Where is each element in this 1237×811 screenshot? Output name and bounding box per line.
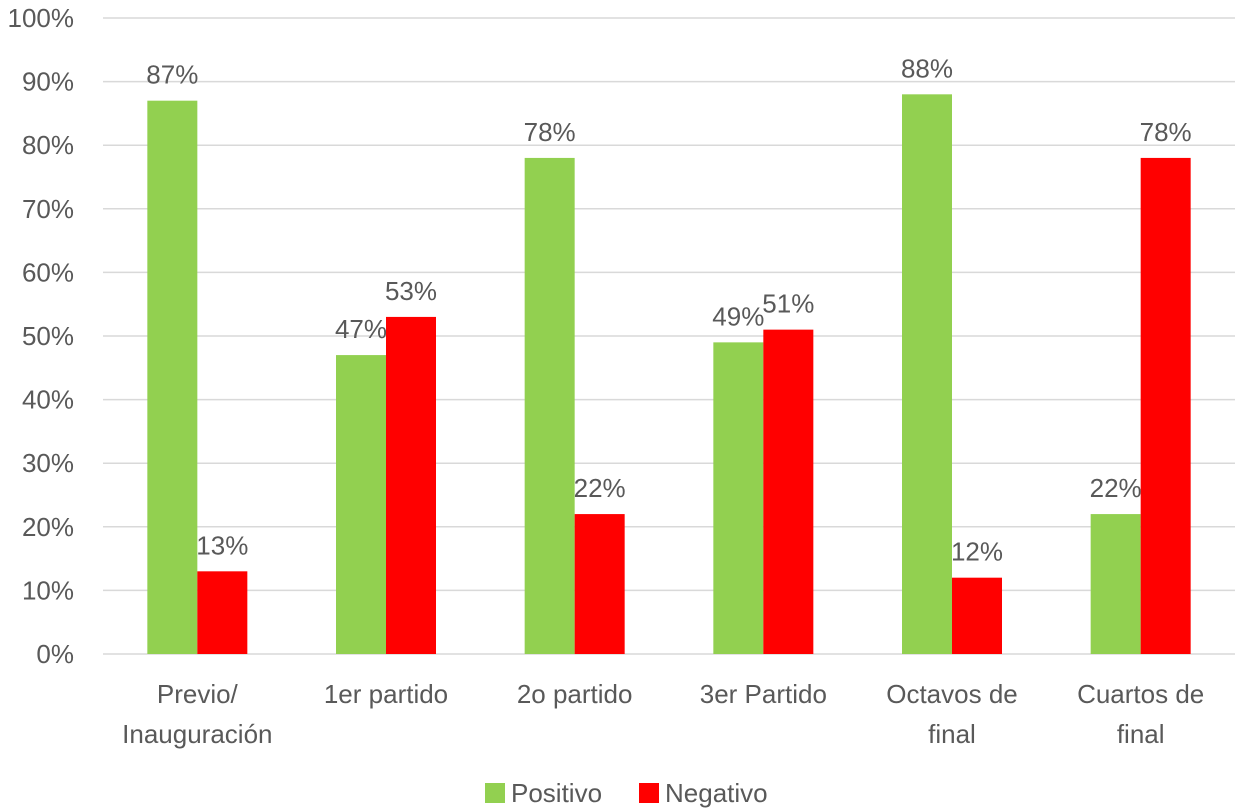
bar-positivo (902, 94, 952, 654)
x-category-label: final (1117, 719, 1165, 749)
data-label-negativo: 13% (196, 530, 248, 560)
y-tick-label: 30% (22, 448, 74, 478)
y-tick-label: 20% (22, 512, 74, 542)
bar-negativo (197, 571, 248, 654)
legend-label-positivo: Positivo (511, 778, 602, 808)
data-label-positivo: 88% (901, 53, 953, 83)
bar-positivo (1090, 514, 1141, 654)
bar-negativo (386, 316, 436, 654)
data-label-negativo: 78% (1140, 117, 1192, 147)
x-category-label: 3er Partido (700, 679, 827, 709)
x-category-label: 1er partido (324, 679, 448, 709)
data-label-positivo: 78% (524, 117, 576, 147)
y-tick-label: 40% (22, 385, 74, 415)
bars (147, 94, 1191, 655)
legend: Positivo Negativo (485, 778, 768, 808)
data-label-negativo: 12% (951, 537, 1003, 567)
data-label-negativo: 22% (574, 473, 626, 503)
data-label-positivo: 87% (146, 60, 198, 90)
legend-label-negativo: Negativo (665, 778, 768, 808)
bar-negativo (574, 514, 625, 654)
data-label-positivo: 47% (335, 314, 387, 344)
bar-negativo (952, 577, 1002, 654)
y-tick-label: 90% (22, 67, 74, 97)
y-tick-label: 0% (36, 639, 74, 669)
x-category-label: Previo/ (157, 679, 239, 709)
bar-positivo (336, 355, 386, 654)
data-label-positivo: 49% (712, 301, 764, 331)
y-tick-label: 60% (22, 257, 74, 287)
x-category-label: Octavos de (886, 679, 1018, 709)
y-tick-label: 10% (22, 575, 74, 605)
y-tick-label: 50% (22, 321, 74, 351)
bar-negativo (1140, 157, 1191, 655)
y-tick-label: 80% (22, 130, 74, 160)
bar-positivo (524, 157, 575, 655)
x-category-label: 2o partido (517, 679, 633, 709)
x-category-label: Cuartos de (1077, 679, 1204, 709)
y-tick-label: 70% (22, 194, 74, 224)
x-category-label: final (928, 719, 976, 749)
data-label-positivo: 22% (1090, 473, 1142, 503)
y-tick-label: 100% (8, 3, 75, 33)
x-axis-categories: Previo/Inauguración 1er partido 2o partido… (122, 679, 1204, 749)
bar-positivo (713, 342, 764, 654)
bar-positivo (147, 100, 198, 655)
gridlines (103, 17, 1235, 655)
bar-negativo (763, 329, 814, 654)
y-axis-ticks: 0% 10% 20% 30% 40% 50% 60% 70% 80% 90% 100% (8, 3, 75, 669)
data-label-negativo: 53% (385, 276, 437, 306)
data-label-negativo: 51% (762, 289, 814, 319)
legend-swatch-positivo (485, 783, 505, 803)
data-labels: 87% 13% 47% 53% 78% 22% 49%51% 88% 12% 22% 78% (146, 53, 1191, 566)
legend-swatch-negativo (639, 783, 659, 803)
x-category-label: Inauguración (122, 719, 272, 749)
